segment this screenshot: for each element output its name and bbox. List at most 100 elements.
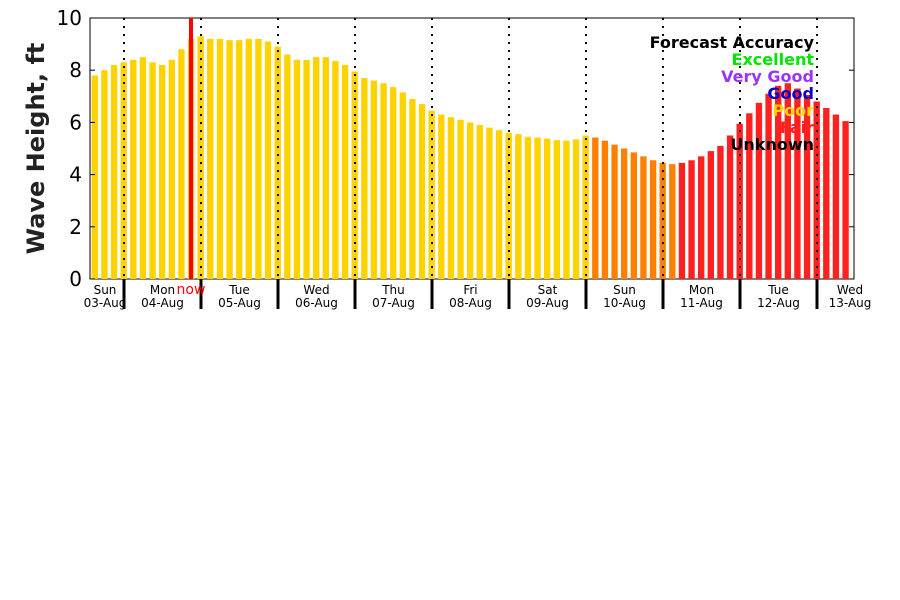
bar [746,113,753,279]
x-tick-weekday: Tue [228,283,250,297]
bar [255,38,262,279]
x-tick-weekday: Wed [837,283,863,297]
bar [438,114,445,279]
bar [139,57,147,280]
bar [236,40,243,279]
bar [467,122,474,280]
y-axis-label: Wave Height, ft [22,43,50,255]
bar [582,135,589,279]
legend-title: Forecast Accuracy [650,33,815,52]
x-tick-date: 08-Aug [449,296,492,310]
bar [524,136,532,279]
bar [630,152,637,279]
now-marker: now [177,18,206,298]
bar [264,41,272,279]
bar [794,88,801,279]
x-tick-date: 06-Aug [295,296,338,310]
bar [611,144,618,279]
bar [332,61,339,280]
bar [515,134,522,279]
bar [409,98,416,279]
bar [322,57,329,280]
legend-entry: Poor [772,101,814,120]
bar [197,36,204,279]
bar-series [91,36,849,280]
bar [669,164,676,279]
bar [110,64,118,279]
bar [303,59,310,280]
bar [370,80,378,279]
bar [592,137,599,279]
bar [399,92,406,279]
x-tick-weekday: Fri [463,283,477,297]
bar [736,123,743,280]
x-tick-weekday: Wed [303,283,329,297]
bar [717,145,724,279]
bar [688,160,695,279]
bar [486,127,493,280]
x-tick-weekday: Tue [767,283,789,297]
bar [726,135,734,279]
bar [813,101,820,280]
bar [293,59,301,280]
x-tick-weekday: Sun [613,283,636,297]
legend-entry: Very Good [721,67,814,86]
bar [149,62,156,280]
bar [621,148,628,279]
bar [707,151,714,279]
y-tick-label: 0 [69,267,82,291]
x-tick-date: 12-Aug [757,296,800,310]
y-tick-label: 10 [57,6,82,30]
bar [553,140,560,279]
legend-entry: Unknown [730,135,814,154]
x-tick-date: 09-Aug [526,296,569,310]
bar [159,64,166,279]
bar [784,83,791,279]
x-tick-date: 04-Aug [141,296,184,310]
bar [91,75,98,279]
bar [659,162,666,279]
bar [765,93,772,279]
bar [101,70,108,279]
x-tick-weekday: Mon [150,283,175,297]
x-tick-date: 05-Aug [218,296,261,310]
x-tick-date: 10-Aug [603,296,646,310]
bar [447,117,455,280]
bar [351,71,358,279]
x-tick-date: 11-Aug [680,296,723,310]
x-tick-weekday: Mon [689,283,714,297]
y-tick-label: 6 [69,110,82,134]
bar [390,87,397,279]
bar [168,59,175,280]
bar [476,125,483,279]
x-tick-weekday: Sat [538,283,558,297]
bar [572,139,580,279]
now-label: now [177,282,206,298]
bar [341,64,349,279]
bar [755,102,763,279]
x-tick-date: 07-Aug [372,296,415,310]
x-tick-date: 03-Aug [84,296,127,310]
legend-entry: Excellent [732,50,815,69]
y-axis: 0 2 4 6 8 10 [57,6,854,291]
y-tick-label: 4 [69,163,82,187]
bar [216,38,224,279]
bar [313,57,320,280]
x-axis: Sun03-AugMon04-AugTue05-AugWed06-AugThu0… [84,279,871,310]
x-tick-weekday: Sun [94,283,117,297]
bar [284,54,291,279]
bar [803,95,811,279]
bar [563,140,570,279]
bar [505,132,512,279]
bar [534,137,541,279]
bar [178,49,185,279]
bar [698,156,705,279]
bar [823,108,830,279]
day-gridlines [123,18,818,279]
bar [842,121,849,279]
bar [832,114,840,279]
bar [226,40,233,279]
x-tick-weekday: Thu [381,283,405,297]
